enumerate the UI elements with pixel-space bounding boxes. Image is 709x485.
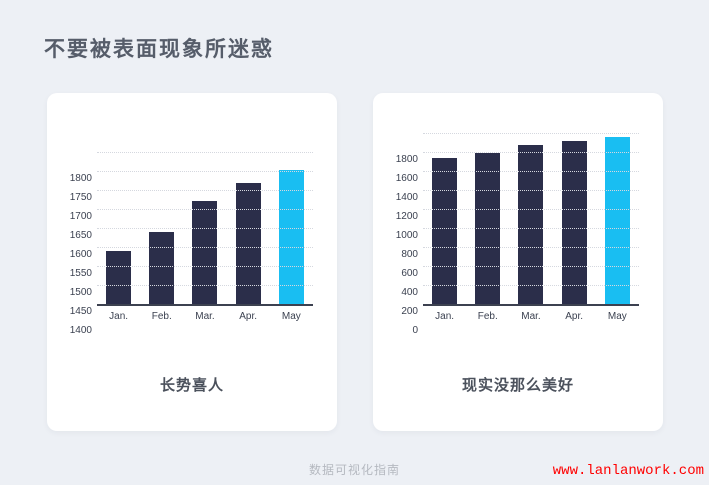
bars-row — [97, 152, 313, 304]
bar-mar — [192, 201, 218, 304]
chart-card-full-axis: 0 200 400 600 800 1000 1200 1400 1600 1800 Jan. Fe… — [373, 93, 663, 431]
y-tick-label: 1750 — [69, 192, 92, 203]
y-tick-label: 1450 — [69, 306, 92, 317]
bar-mar — [518, 145, 544, 304]
y-tick-label: 1700 — [69, 211, 92, 222]
plot-column: Jan. Feb. Mar. Apr. May — [97, 152, 313, 331]
plot-column: Jan. Feb. Mar. Apr. May — [423, 133, 639, 331]
gridline — [97, 266, 313, 267]
x-tick-label: Jan. — [109, 311, 129, 322]
y-tick-label: 1000 — [395, 230, 418, 241]
bar-feb — [149, 231, 175, 304]
x-tick-label: Feb. — [151, 311, 172, 322]
x-tick-label: Feb. — [477, 311, 498, 322]
y-tick-label: 1800 — [69, 173, 92, 184]
y-tick-label: 1600 — [395, 173, 418, 184]
y-tick-label: 800 — [401, 249, 418, 260]
gridline — [423, 266, 639, 267]
y-tick-label: 1800 — [395, 154, 418, 165]
bar-chart-full-axis: 0 200 400 600 800 1000 1200 1400 1600 1800 Jan. Fe… — [391, 133, 639, 336]
bar-apr — [235, 183, 261, 304]
gridline — [423, 209, 639, 210]
bar-may — [604, 137, 630, 304]
x-tick-label: May — [607, 311, 627, 322]
bar-jan — [106, 250, 132, 304]
gridline — [423, 285, 639, 286]
plot-area — [97, 152, 313, 306]
footer-caption: 数据可视化指南 — [308, 463, 400, 477]
gridline — [97, 209, 313, 210]
gridline — [423, 152, 639, 153]
gridline — [97, 171, 313, 172]
bar-apr — [561, 140, 587, 304]
bar-jan — [432, 157, 458, 304]
gridline — [423, 133, 639, 134]
y-tick-label: 1650 — [69, 230, 92, 241]
plot-area — [423, 133, 639, 306]
bar-chart-zoomed-axis: 1400 1450 1500 1550 1600 1650 1700 1750 1800 Jan… — [65, 152, 313, 336]
y-tick-label: 1500 — [69, 287, 92, 298]
gridline — [423, 228, 639, 229]
x-tick-label: Mar. — [195, 311, 215, 322]
y-tick-label: 200 — [401, 306, 418, 317]
gridline — [423, 171, 639, 172]
chart-caption-left: 长势喜人 — [159, 377, 224, 394]
gridline — [423, 247, 639, 248]
footer-url-link[interactable]: www.lanlanwork.com — [552, 463, 704, 479]
y-tick-label: 1400 — [395, 192, 418, 203]
y-tick-label: 1600 — [69, 249, 92, 260]
x-tick-label: Apr. — [565, 311, 584, 322]
x-tick-label: Apr. — [239, 311, 258, 322]
y-tick-label: 0 — [412, 325, 418, 336]
y-tick-label: 400 — [401, 287, 418, 298]
x-tick-label: Mar. — [521, 311, 541, 322]
gridline — [97, 190, 313, 191]
x-tick-label: Jan. — [435, 311, 455, 322]
y-tick-label: 1200 — [395, 211, 418, 222]
y-tick-label: 1550 — [69, 268, 92, 279]
gridline — [423, 190, 639, 191]
chart-card-zoomed-axis: 1400 1450 1500 1550 1600 1650 1700 1750 1800 Jan… — [47, 93, 337, 431]
chart-caption-right: 现实没那么美好 — [461, 377, 574, 394]
y-tick-label: 1400 — [69, 325, 92, 336]
gridline — [97, 285, 313, 286]
x-axis-labels: Jan. Feb. Mar. Apr. May — [423, 306, 639, 331]
bars-row — [423, 133, 639, 304]
y-axis-labels: 0 200 400 600 800 1000 1200 1400 1600 1800 — [391, 154, 423, 336]
page-title: 不要被表面现象所迷惑 — [44, 38, 274, 62]
y-tick-label: 600 — [401, 268, 418, 279]
bar-may — [278, 169, 304, 304]
y-axis-labels: 1400 1450 1500 1550 1600 1650 1700 1750 1800 — [65, 173, 97, 336]
gridline — [97, 152, 313, 153]
gridline — [97, 247, 313, 248]
x-tick-label: May — [281, 311, 301, 322]
gridline — [97, 228, 313, 229]
x-axis-labels: Jan. Feb. Mar. Apr. May — [97, 306, 313, 331]
